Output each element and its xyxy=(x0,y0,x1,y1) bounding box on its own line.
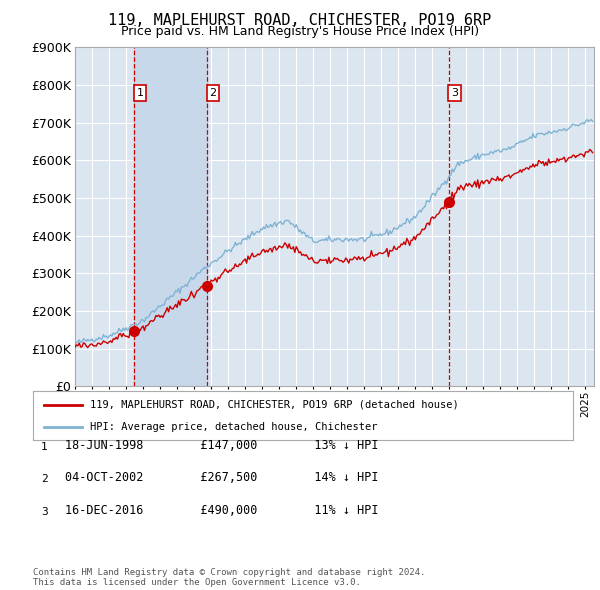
Text: 16-DEC-2016        £490,000        11% ↓ HPI: 16-DEC-2016 £490,000 11% ↓ HPI xyxy=(65,504,379,517)
Text: 119, MAPLEHURST ROAD, CHICHESTER, PO19 6RP: 119, MAPLEHURST ROAD, CHICHESTER, PO19 6… xyxy=(109,13,491,28)
Text: 3: 3 xyxy=(451,88,458,98)
Text: 3: 3 xyxy=(41,507,48,516)
Text: 1: 1 xyxy=(136,88,143,98)
Bar xyxy=(134,47,207,386)
Text: Contains HM Land Registry data © Crown copyright and database right 2024.
This d: Contains HM Land Registry data © Crown c… xyxy=(33,568,425,587)
Text: 2: 2 xyxy=(209,88,217,98)
Text: Price paid vs. HM Land Registry's House Price Index (HPI): Price paid vs. HM Land Registry's House … xyxy=(121,25,479,38)
Text: 1: 1 xyxy=(41,442,48,451)
Text: 18-JUN-1998        £147,000        13% ↓ HPI: 18-JUN-1998 £147,000 13% ↓ HPI xyxy=(65,439,379,452)
Text: HPI: Average price, detached house, Chichester: HPI: Average price, detached house, Chic… xyxy=(90,422,377,432)
Text: 119, MAPLEHURST ROAD, CHICHESTER, PO19 6RP (detached house): 119, MAPLEHURST ROAD, CHICHESTER, PO19 6… xyxy=(90,399,458,409)
Text: 04-OCT-2002        £267,500        14% ↓ HPI: 04-OCT-2002 £267,500 14% ↓ HPI xyxy=(65,471,379,484)
Text: 2: 2 xyxy=(41,474,48,484)
